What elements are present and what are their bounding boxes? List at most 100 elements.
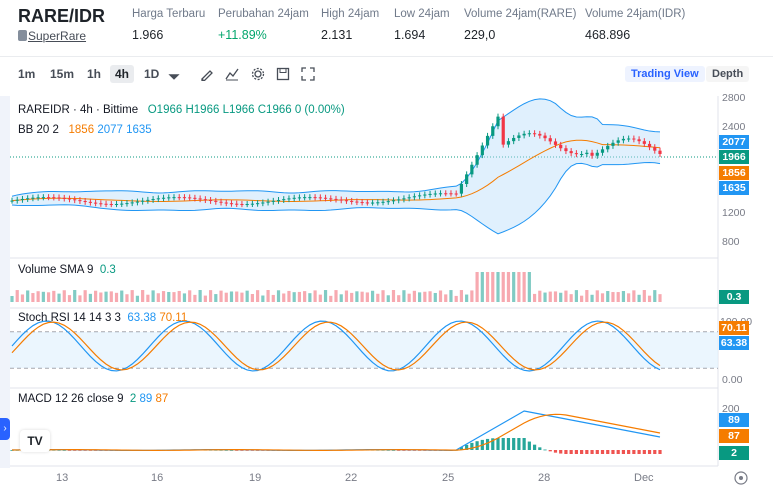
volume-bar [303, 291, 307, 302]
volume-bar [485, 272, 490, 302]
volume-bar [198, 290, 202, 302]
candle [470, 164, 474, 175]
volume-bar [52, 290, 56, 302]
volume-bar [31, 293, 35, 302]
candle [94, 202, 98, 204]
candle [146, 199, 150, 201]
volume-bar [256, 290, 260, 302]
settings-gear-icon[interactable] [251, 67, 265, 81]
volume-bar [245, 290, 249, 302]
expand-sidebar-icon[interactable]: › [0, 418, 10, 440]
volume-bar [240, 292, 244, 302]
macd-hist-bar [611, 450, 615, 454]
save-icon[interactable] [276, 67, 290, 81]
interval-1d[interactable]: 1D [144, 67, 160, 81]
indicator-icon[interactable] [225, 67, 239, 81]
candle [527, 133, 531, 135]
volume-bar [418, 292, 422, 302]
volume-bar [517, 272, 521, 302]
interval-dropdown-icon[interactable] [167, 70, 181, 84]
candle [532, 133, 537, 135]
bb-lower-tag: 1635 [719, 181, 749, 195]
volume-bar [334, 290, 338, 302]
coin-icon [18, 30, 27, 41]
volume-bar [172, 292, 176, 302]
depth-button[interactable]: Depth [706, 66, 750, 82]
candle [224, 202, 228, 204]
interval-4h[interactable]: 4h [110, 65, 135, 83]
macd-hist-bar [580, 450, 584, 454]
volume-bar [658, 294, 662, 302]
volume-bar [564, 290, 568, 302]
candle [130, 202, 134, 204]
volume-bar [616, 292, 620, 302]
macd-hist-bar [491, 438, 495, 450]
x-axis-label: 22 [345, 472, 358, 484]
volume-bar [412, 290, 416, 302]
stat-volume-idr: Volume 24jam(IDR) 468.896 [585, 8, 686, 42]
stoch-band-fill [10, 332, 718, 368]
macd-hist-bar [600, 450, 605, 454]
candle [627, 138, 631, 140]
volume-bar [57, 293, 61, 302]
candle [449, 193, 453, 195]
volume-bar [376, 293, 380, 302]
macd-hist-bar [627, 450, 631, 454]
candle [501, 116, 505, 145]
candle [418, 195, 422, 197]
volume-bar [527, 272, 531, 302]
volume-bar [67, 295, 72, 302]
candle [506, 141, 511, 145]
candle [616, 140, 620, 143]
candle [621, 138, 626, 141]
candle [606, 145, 610, 150]
candle [73, 199, 77, 201]
macd-hist-bar [10, 450, 14, 451]
macd-hist-bar [522, 438, 526, 450]
candle [522, 133, 526, 136]
interval-15m[interactable]: 15m [50, 67, 75, 81]
candle [26, 198, 30, 200]
candle [46, 197, 51, 199]
macd-hist-bar [606, 450, 610, 454]
price-axis-label: 2400 [722, 121, 746, 133]
volume-bar [407, 293, 411, 302]
chart-settings-icon[interactable] [734, 471, 748, 485]
candle [548, 138, 552, 142]
volume-bars [10, 272, 662, 302]
price-axis-label: 2800 [722, 92, 746, 104]
stat-high-24h: High 24jam 2.131 [321, 8, 380, 42]
volume-bar [480, 272, 484, 302]
x-axis-label: 13 [56, 472, 69, 484]
volume-bar [449, 290, 453, 302]
candle [114, 203, 119, 205]
volume-bar [501, 272, 505, 302]
volume-tag: 0.3 [719, 290, 749, 304]
draw-icon[interactable] [200, 67, 214, 81]
macd-hist-bar [386, 449, 390, 451]
fullscreen-icon[interactable] [301, 67, 315, 81]
volume-bar [266, 290, 270, 302]
trading-view-button[interactable]: Trading View [625, 66, 705, 82]
candle [564, 148, 568, 152]
candle [637, 139, 641, 142]
candle [229, 203, 234, 205]
macd-hist-bar [229, 449, 234, 451]
market-header: RARE/IDR SuperRare Harga Terbaru 1.966 Pe… [0, 0, 773, 56]
volume-bar [329, 295, 333, 302]
interval-1m[interactable]: 1m [18, 67, 36, 81]
macd-hist-bar [485, 438, 490, 450]
candle [580, 154, 584, 156]
macd-hist-bar [240, 450, 244, 451]
candle [600, 149, 605, 153]
candle [271, 200, 275, 202]
candle [391, 200, 396, 202]
candle [632, 138, 636, 140]
x-axis-label: Dec [634, 472, 654, 484]
bb-fill [12, 98, 660, 234]
interval-1h[interactable]: 1h [87, 67, 102, 81]
coin-link[interactable]: SuperRare [28, 29, 87, 43]
macd-hist-bar [637, 450, 641, 454]
candle [10, 200, 14, 202]
